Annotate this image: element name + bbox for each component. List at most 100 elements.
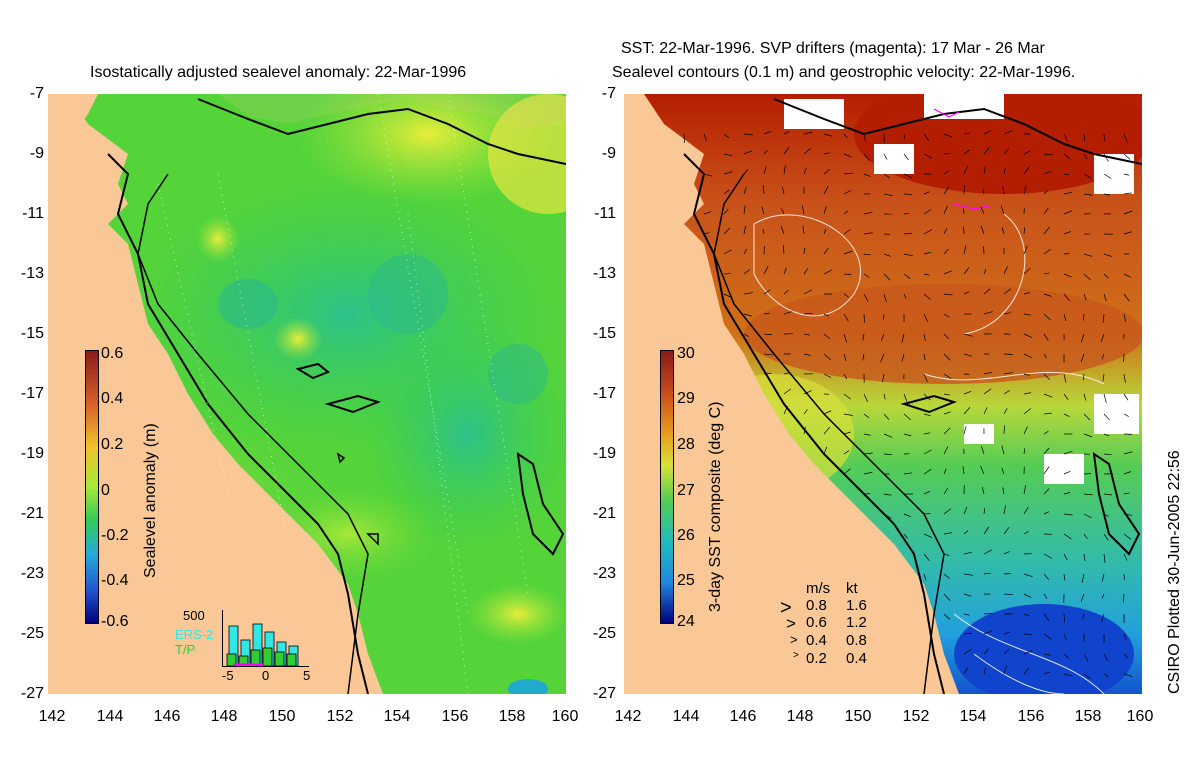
x-tick-label: 158 bbox=[498, 708, 526, 725]
velocity-arrow bbox=[1083, 133, 1085, 142]
sealevel-colorbar-tick: -0.4 bbox=[101, 572, 129, 589]
y-tick-label: -19 bbox=[20, 445, 44, 462]
velocity-arrow bbox=[1101, 613, 1105, 622]
velocity-arrow bbox=[983, 130, 992, 135]
velocity-arrow bbox=[1023, 506, 1029, 515]
velocity-arrow bbox=[1103, 193, 1111, 196]
y-tick-label: -13 bbox=[592, 265, 616, 282]
velocity-arrow bbox=[1003, 288, 1012, 295]
velocity-arrow bbox=[1063, 573, 1066, 581]
velocity-legend-header-kt: kt bbox=[846, 580, 858, 597]
velocity-arrow bbox=[823, 313, 829, 317]
velocity-arrow bbox=[943, 313, 950, 318]
velocity-arrow bbox=[963, 291, 970, 295]
velocity-arrow bbox=[943, 613, 951, 620]
velocity-arrow bbox=[923, 490, 931, 495]
velocity-arrow bbox=[923, 251, 932, 255]
velocity-arrow bbox=[1103, 533, 1109, 541]
velocity-arrow bbox=[1063, 293, 1071, 302]
velocity-arrow bbox=[803, 148, 811, 155]
sst-map bbox=[624, 94, 1142, 694]
velocity-arrow bbox=[803, 313, 813, 315]
velocity-arrow bbox=[1083, 313, 1085, 321]
velocity-arrow bbox=[923, 273, 930, 276]
velocity-arrow bbox=[863, 253, 871, 256]
velocity-arrow bbox=[1043, 593, 1048, 600]
velocity-arrow bbox=[1082, 373, 1085, 381]
velocity-arrow bbox=[963, 333, 973, 337]
velocity-arrow bbox=[1063, 313, 1067, 322]
velocity-arrow bbox=[743, 150, 752, 155]
velocity-arrow bbox=[1123, 633, 1127, 641]
velocity-arrow bbox=[923, 573, 927, 581]
velocity-arrow bbox=[1083, 513, 1092, 519]
velocity-arrow bbox=[763, 353, 773, 356]
velocity-arrow bbox=[1043, 153, 1053, 156]
velocity-arrow bbox=[963, 632, 973, 635]
velocity-arrow bbox=[803, 289, 812, 295]
velocity-arrow bbox=[903, 153, 909, 161]
velocity-arrow bbox=[963, 353, 972, 357]
velocity-arrow bbox=[923, 209, 932, 215]
velocity-arrow bbox=[963, 267, 970, 275]
velocity-arrow bbox=[780, 225, 785, 235]
velocity-arrow bbox=[843, 190, 851, 195]
velocity-arrow bbox=[1083, 293, 1087, 301]
velocity-arrow bbox=[1123, 313, 1126, 322]
velocity-arrow bbox=[943, 227, 948, 235]
velocity-arrow bbox=[943, 532, 953, 535]
velocity-arrow bbox=[803, 333, 810, 336]
velocity-arrow bbox=[1063, 191, 1072, 195]
velocity-arrow bbox=[981, 445, 985, 455]
velocity-arrow bbox=[1083, 553, 1086, 562]
velocity-arrow bbox=[1063, 633, 1067, 641]
x-tick-label: 150 bbox=[844, 708, 872, 725]
velocity-arrow bbox=[803, 426, 806, 435]
velocity-arrow bbox=[962, 466, 965, 475]
velocity-arrow bbox=[1083, 413, 1091, 421]
velocity-arrow bbox=[903, 273, 911, 279]
histogram-legend-tp: T/P bbox=[175, 642, 196, 657]
velocity-arrow bbox=[903, 253, 913, 257]
velocity-arrow bbox=[983, 667, 986, 675]
velocity-arrow bbox=[1043, 511, 1050, 515]
right-map-title-line1: SST: 22-Mar-1996. SVP drifters (magenta)… bbox=[621, 40, 1045, 57]
velocity-arrow bbox=[863, 413, 870, 419]
velocity-arrow bbox=[963, 573, 973, 576]
velocity-arrow bbox=[843, 293, 849, 298]
velocity-arrow bbox=[943, 411, 951, 415]
track-histogram bbox=[222, 610, 309, 667]
velocity-arrow bbox=[1023, 227, 1026, 235]
velocity-arrow bbox=[1003, 408, 1008, 415]
velocity-arrow bbox=[883, 193, 893, 197]
velocity-arrow bbox=[963, 426, 967, 435]
velocity-arrow bbox=[983, 648, 989, 655]
x-tick-label: 158 bbox=[1074, 708, 1102, 725]
velocity-arrow-icon: > bbox=[780, 597, 792, 619]
velocity-arrow bbox=[1023, 353, 1032, 358]
velocity-arrow bbox=[903, 393, 908, 402]
velocity-arrow bbox=[963, 551, 972, 555]
velocity-arrow bbox=[1023, 150, 1031, 155]
velocity-arrow bbox=[783, 267, 787, 275]
sealevel-colorbar bbox=[85, 350, 99, 624]
velocity-arrow bbox=[1043, 133, 1051, 139]
velocity-arrow bbox=[743, 333, 749, 337]
velocity-arrow bbox=[1063, 373, 1067, 383]
velocity-arrow bbox=[1003, 130, 1013, 135]
sst-colorbar-tick: 26 bbox=[677, 527, 695, 544]
velocity-arrow bbox=[943, 393, 951, 396]
velocity-arrow bbox=[1043, 293, 1052, 297]
velocity-arrow bbox=[1023, 573, 1033, 578]
velocity-arrow bbox=[1043, 653, 1052, 656]
velocity-legend-kt: 0.8 bbox=[846, 632, 867, 649]
velocity-arrow bbox=[782, 186, 785, 195]
velocity-arrow bbox=[963, 245, 967, 255]
y-tick-label: -11 bbox=[594, 205, 616, 222]
velocity-arrow bbox=[962, 208, 965, 215]
velocity-arrow bbox=[1083, 173, 1092, 179]
velocity-arrow bbox=[1123, 153, 1131, 160]
velocity-legend-ms: 0.6 bbox=[806, 614, 827, 631]
velocity-arrow bbox=[983, 388, 992, 395]
velocity-arrow bbox=[823, 269, 833, 275]
